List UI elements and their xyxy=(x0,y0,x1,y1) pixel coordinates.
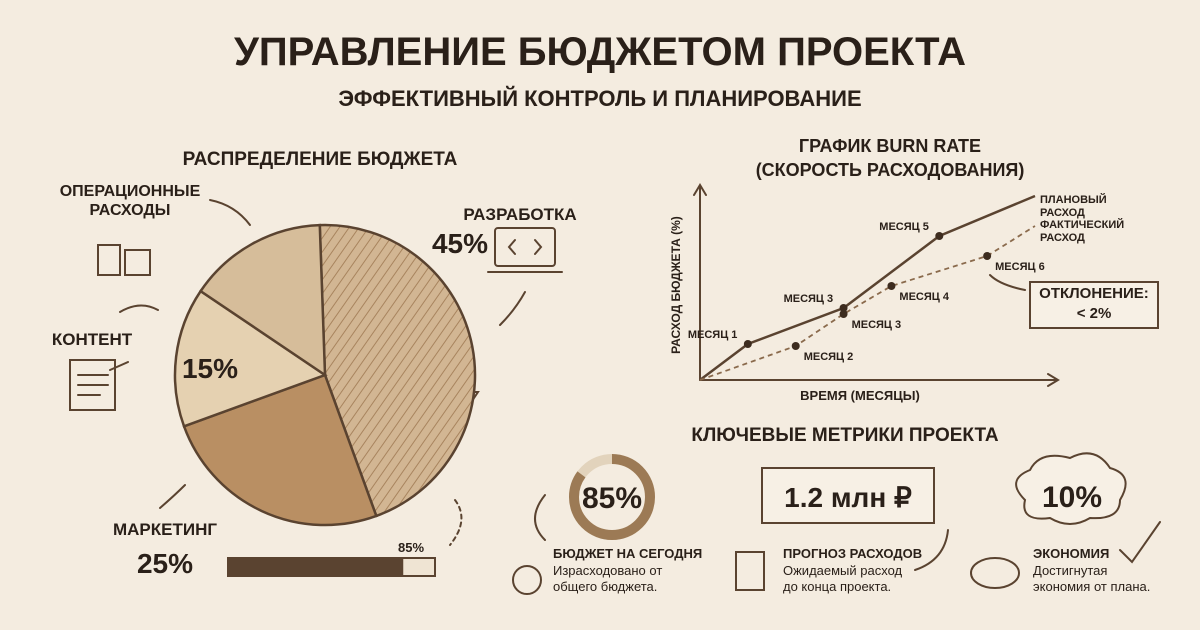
legend-entry: ПЛАНОВЫЙ РАСХОД xyxy=(1040,193,1107,219)
annotation: < 2% xyxy=(1077,305,1112,322)
metric-value: 1.2 млн ₽ xyxy=(784,482,912,513)
subtitle: ЭФФЕКТИВНЫЙ КОНТРОЛЬ И ПЛАНИРОВАНИЕ xyxy=(338,86,861,111)
metric-description: Ожидаемый расход xyxy=(783,563,903,578)
line-point xyxy=(743,340,752,348)
metric-description: общего бюджета. xyxy=(553,579,657,594)
metric-value: 10% xyxy=(1042,481,1102,514)
line-title: ГРАФИК BURN RATE xyxy=(799,136,981,156)
metric-description: Достигнутая xyxy=(1033,563,1107,578)
y-axis xyxy=(693,183,707,381)
metric-description: экономия от плана. xyxy=(1033,579,1150,594)
y-axis-label: РАСХОД БЮДЖЕТА (%) xyxy=(669,216,683,354)
point-label: МЕСЯЦ 3 xyxy=(852,319,902,331)
pie-slice xyxy=(198,223,327,378)
pie-title: РАСПРЕДЕЛЕНИЕ БЮДЖЕТА xyxy=(183,149,458,170)
line-point xyxy=(983,252,992,260)
metric-card xyxy=(761,467,935,524)
pie-category-label: РАЗРАБОТКА xyxy=(463,205,576,224)
annotation: ОТКЛОНЕНИЕ: xyxy=(1039,285,1149,302)
pie-value-label: 15% xyxy=(182,353,238,384)
progress-label: 85% xyxy=(398,540,424,555)
point-label: МЕСЯЦ 1 xyxy=(688,329,738,341)
pie-category-label: ОПЕРАЦИОННЫЕ РАСХОДЫ xyxy=(60,183,201,219)
metric-description: Израсходовано от xyxy=(553,563,662,578)
point-label: МЕСЯЦ 2 xyxy=(804,351,854,363)
pie-slice xyxy=(173,289,328,428)
line-title: (СКОРОСТЬ РАСХОДОВАНИЯ) xyxy=(756,160,1025,180)
annotation-box xyxy=(1029,281,1159,329)
pie-category-label: КОНТЕНТ xyxy=(52,330,133,349)
point-label: МЕСЯЦ 6 xyxy=(995,261,1045,273)
pie-category-label: МАРКЕТИНГ xyxy=(113,520,217,539)
metric-description: до конца проекта. xyxy=(783,579,891,594)
title: УПРАВЛЕНИЕ БЮДЖЕТОМ ПРОЕКТА xyxy=(234,30,966,74)
point-label: МЕСЯЦ 5 xyxy=(879,221,929,233)
metric-label: ПРОГНОЗ РАСХОДОВ xyxy=(783,546,922,561)
gauge-arc xyxy=(569,454,655,540)
point-label: МЕСЯЦ 4 xyxy=(899,291,949,303)
metric-label: ЭКОНОМИЯ xyxy=(1033,546,1109,561)
progress-fill xyxy=(229,559,404,575)
legend-entry: ФАКТИЧЕСКИЙ РАСХОД xyxy=(1040,218,1124,244)
metrics-title: КЛЮЧЕВЫЕ МЕТРИКИ ПРОЕКТА xyxy=(691,425,999,446)
point-label: МЕСЯЦ 3 xyxy=(784,293,834,305)
metric-value: 85% xyxy=(582,482,642,515)
line-point xyxy=(791,342,800,350)
line-point xyxy=(839,310,848,318)
x-axis xyxy=(699,373,1060,387)
line-point xyxy=(887,282,896,290)
pie-slice xyxy=(318,223,477,518)
metric-cloud xyxy=(1015,452,1127,525)
metric-label: БЮДЖЕТ НА СЕГОДНЯ xyxy=(553,546,702,561)
line-point xyxy=(839,304,848,312)
x-axis-label: ВРЕМЯ (МЕСЯЦЫ) xyxy=(800,388,920,403)
pie-value-label: 45% xyxy=(432,228,488,259)
pie-value-label: 25% xyxy=(137,548,193,579)
pie-slice xyxy=(182,373,378,527)
line-point xyxy=(935,232,944,240)
line-series xyxy=(699,225,1036,381)
